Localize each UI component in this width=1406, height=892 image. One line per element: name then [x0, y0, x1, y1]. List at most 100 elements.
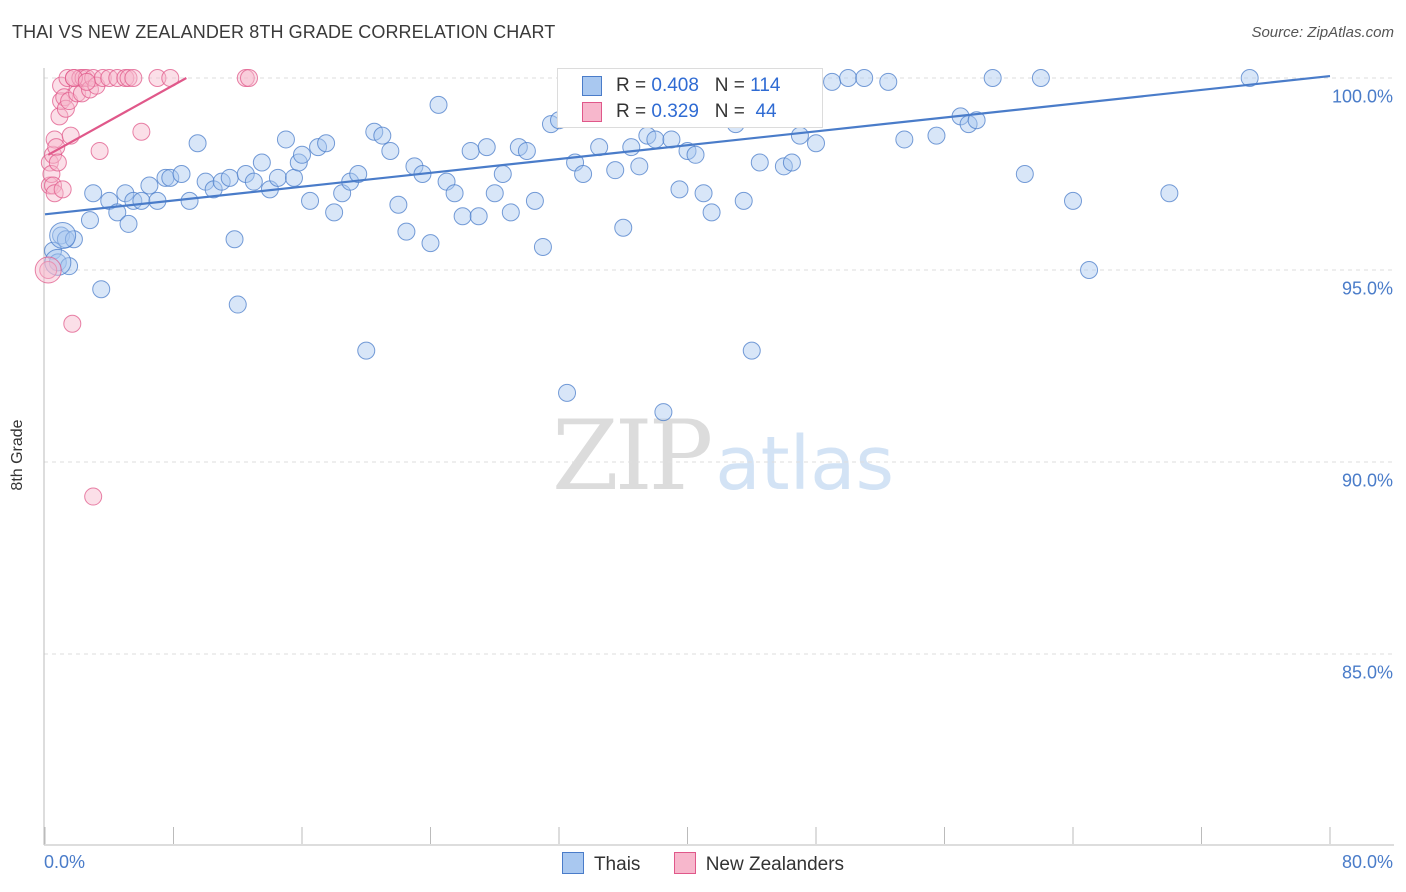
thais-point-46: [373, 126, 392, 145]
thais-point-60: [485, 184, 504, 203]
thais-point-39: [317, 134, 336, 153]
x-tick-label-max: 80.0%: [1341, 852, 1393, 872]
thais-point-64: [517, 141, 536, 160]
thais-point-85: [686, 145, 705, 164]
nz-trend-line: [47, 77, 187, 156]
thais-point-77: [622, 138, 641, 157]
thais-point-78: [630, 157, 649, 176]
nz-point-38: [148, 69, 167, 87]
thais-point-115: [1240, 69, 1259, 87]
nz-point-36: [124, 69, 143, 87]
nz-point-37: [132, 122, 151, 141]
thais-point-33: [276, 130, 295, 149]
chart-source: Source: ZipAtlas.com: [1251, 24, 1394, 41]
thais-point-76: [614, 218, 633, 237]
correlation-legend: R = 0.408 N = 114 R = 0.329 N = 44: [557, 68, 823, 128]
nz-large-point-0: [34, 256, 62, 284]
nz-point-35: [119, 69, 138, 87]
thais-point-103: [879, 72, 898, 91]
series-legend-nz: New Zealanders: [673, 852, 844, 876]
thais-point-48: [389, 195, 408, 214]
thais-point-30: [252, 153, 271, 172]
thais-point-43: [349, 165, 368, 183]
thais-point-10: [108, 203, 127, 222]
thais-point-13: [119, 214, 138, 233]
thais-point-66: [533, 237, 552, 256]
thais-point-87: [702, 203, 721, 222]
thais-point-113: [1080, 261, 1099, 279]
nz-point-4: [44, 176, 63, 195]
y-tick-label-2: 90.0%: [1341, 470, 1393, 491]
thais-point-97: [782, 153, 801, 172]
thais-point-27: [228, 295, 247, 314]
thais-point-112: [1064, 191, 1082, 210]
legend-swatch-nz: [582, 101, 602, 122]
legend-r-label-nz: R =: [616, 101, 647, 122]
thais-point-109: [983, 69, 1002, 87]
thais-point-21: [188, 134, 207, 153]
thais-point-111: [1031, 69, 1050, 87]
thais-point-93: [750, 153, 769, 172]
thais-point-29: [244, 172, 263, 191]
thais-point-114: [1160, 184, 1179, 203]
watermark-zip: ZIP: [552, 400, 713, 512]
series-legend: Thais New Zealanders: [0, 852, 1406, 876]
thais-point-56: [453, 207, 472, 226]
thais-point-25: [220, 168, 239, 187]
thais-point-6: [84, 184, 103, 203]
legend-swatch-thais: [582, 75, 602, 96]
legend-n-label-nz: N =: [714, 101, 745, 122]
thais-point-26: [225, 230, 244, 249]
thais-point-58: [469, 207, 488, 226]
series-swatch-nz: [673, 852, 696, 874]
legend-n-value-nz: 44: [755, 101, 777, 122]
y-tick-label-1: 95.0%: [1341, 278, 1393, 299]
thais-point-101: [839, 69, 858, 87]
nz-point-3: [42, 165, 61, 183]
legend-r-label-thais: R =: [616, 75, 647, 96]
thais-point-44: [357, 341, 376, 360]
thais-point-14: [132, 191, 151, 210]
thais-point-110: [1015, 165, 1034, 183]
watermark-atlas: atlas: [715, 421, 895, 507]
thais-point-40: [325, 203, 344, 222]
thais-point-47: [381, 141, 400, 160]
thais-point-71: [574, 165, 593, 183]
series-label-thais: Thais: [593, 854, 641, 875]
nz-point-16: [58, 69, 77, 87]
nz-point-28: [84, 487, 103, 506]
series-swatch-thais: [561, 852, 584, 874]
nz-point-19: [63, 314, 82, 333]
legend-row-thais: R = 0.408 N = 114: [582, 75, 780, 99]
nz-point-8: [47, 138, 66, 157]
thais-point-80: [646, 130, 665, 149]
gridlines: [44, 77, 1392, 655]
thais-point-8: [92, 280, 111, 299]
legend-n-label-thais: N =: [714, 75, 745, 96]
nz-point-0: [39, 261, 58, 279]
trend-lines: [44, 74, 1331, 216]
thais-point-99: [807, 134, 825, 153]
nz-point-30: [90, 141, 109, 160]
thais-point-98: [790, 126, 809, 145]
nz-point-25: [77, 69, 96, 87]
thais-point-91: [734, 191, 753, 210]
thais-point-34: [284, 168, 303, 187]
legend-r-value-nz: 0.329: [651, 101, 699, 122]
legend-n-value-thais: 114: [750, 75, 781, 96]
legend-r-value-thais: 0.408: [651, 75, 699, 96]
thais-point-92: [742, 341, 761, 360]
thais-point-52: [421, 234, 440, 253]
thais-point-69: [558, 383, 577, 402]
nz-points: [34, 69, 258, 506]
thais-point-20: [180, 191, 199, 210]
thais-large-point-1: [49, 221, 77, 249]
thais-point-86: [694, 184, 713, 203]
thais-point-37: [301, 191, 320, 210]
nz-point-41: [239, 69, 258, 87]
watermark: ZIPatlas: [552, 400, 894, 512]
thais-point-100: [823, 72, 842, 91]
thais-point-36: [293, 145, 311, 164]
thais-point-102: [855, 69, 874, 87]
